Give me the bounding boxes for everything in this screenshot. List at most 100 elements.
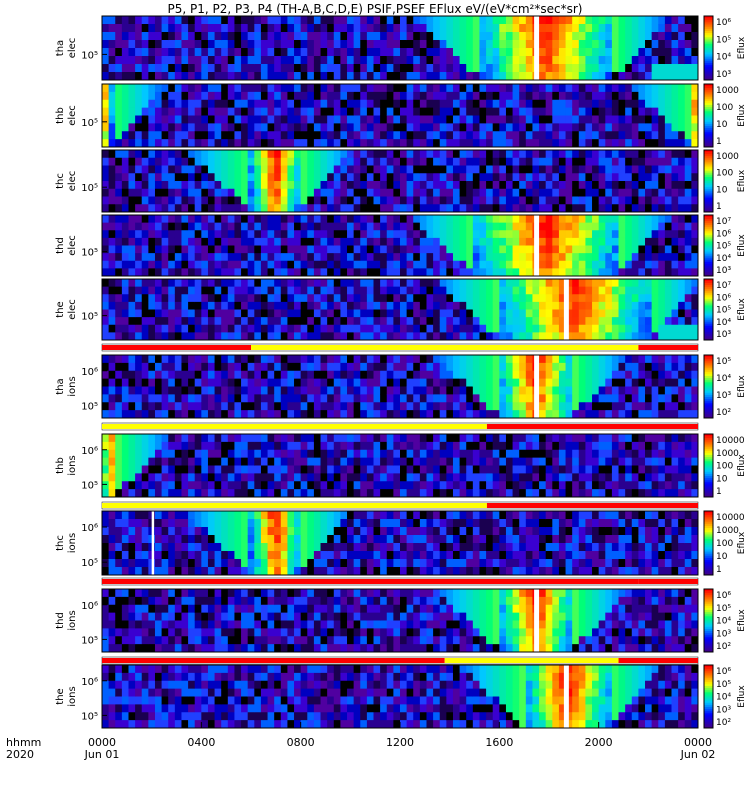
thb-elec-cell	[612, 131, 619, 139]
thb-ions-cell	[175, 458, 182, 466]
thc-elec-cell	[215, 158, 222, 166]
thd-elec-cell	[122, 261, 129, 269]
the-elec-cell	[585, 294, 592, 302]
thc-elec-cell	[281, 189, 288, 197]
thc-elec-cell	[433, 181, 440, 189]
the-elec-gap	[564, 279, 569, 340]
thb-elec-cell	[281, 123, 288, 131]
thb-elec-cell	[168, 92, 175, 100]
thc-elec-cell	[466, 197, 473, 205]
thc-elec-cell	[672, 197, 679, 205]
thc-elec-cell	[347, 173, 354, 181]
thb-elec-cell	[532, 92, 539, 100]
tha-ions-cell	[473, 402, 480, 410]
the-elec-cell	[658, 325, 665, 333]
tha-ions-cell	[479, 371, 486, 379]
thb-elec-cell	[155, 92, 162, 100]
thd-elec-cell	[234, 261, 241, 269]
thd-elec-cell	[407, 261, 414, 269]
thb-elec-cell	[493, 100, 500, 108]
thc-elec-cell	[566, 204, 573, 212]
tha-ions-cell	[188, 379, 195, 387]
thc-elec-cell	[354, 189, 361, 197]
thd-elec-cell	[612, 246, 619, 254]
thc-elec-cell	[321, 189, 328, 197]
tha-ions-cell	[387, 379, 394, 387]
the-elec-cell	[188, 325, 195, 333]
the-elec-cell	[374, 279, 381, 287]
tha-elec-cell	[340, 56, 347, 64]
the-elec-cell	[347, 287, 354, 295]
thb-elec-cell	[466, 84, 473, 92]
thd-elec-cell	[691, 246, 698, 254]
thc-elec-cell	[638, 173, 645, 181]
thc-elec-cell	[552, 197, 559, 205]
thb-elec-cell	[314, 108, 321, 116]
tha-elec-cell	[274, 48, 281, 56]
the-elec-cell	[360, 279, 367, 287]
tha-elec-cell	[446, 48, 453, 56]
tha-ions-cell	[466, 379, 473, 387]
the-elec-cell	[354, 287, 361, 295]
thd-elec-cell	[499, 230, 506, 238]
thc-elec-cell	[407, 189, 414, 197]
tha-ions-cell	[612, 355, 619, 363]
thd-elec-cell	[254, 215, 261, 223]
tha-elec-cell	[652, 40, 659, 48]
tha-ions-cell	[566, 371, 573, 379]
tha-elec-cell	[347, 48, 354, 56]
thb-elec-cell	[393, 131, 400, 139]
tha-ions-cell	[665, 363, 672, 371]
the-elec-cell	[625, 325, 632, 333]
thc-elec-cell	[248, 150, 255, 158]
thc-elec-cell	[453, 166, 460, 174]
tha-ions-cell	[162, 402, 169, 410]
thc-elec-cell	[287, 197, 294, 205]
thc-elec-cell	[281, 150, 288, 158]
thd-elec-cell	[579, 230, 586, 238]
thd-elec-cell	[585, 215, 592, 223]
thb-elec-cell	[162, 116, 169, 124]
thc-elec-ylabel-2: elec	[67, 171, 78, 192]
tha-elec-cell	[234, 72, 241, 80]
thd-elec-cell	[102, 215, 109, 223]
thb-ions-cell	[374, 489, 381, 497]
thb-elec-cell	[440, 92, 447, 100]
thc-elec-cell	[400, 189, 407, 197]
thc-elec-cell	[228, 173, 235, 181]
tha-ions-cell	[354, 363, 361, 371]
the-elec-cell	[539, 310, 546, 318]
thb-elec-cell	[221, 123, 228, 131]
tha-ions-cell	[128, 363, 135, 371]
thd-elec-cell	[493, 215, 500, 223]
thc-elec-cell	[638, 158, 645, 166]
tha-ions-cell	[658, 355, 665, 363]
thb-elec-cell	[493, 92, 500, 100]
thc-elec-cell	[691, 204, 698, 212]
thd-elec-cell	[228, 223, 235, 231]
the-elec-cell	[619, 279, 626, 287]
the-elec-cell	[261, 310, 268, 318]
tha-ions-cell	[691, 402, 698, 410]
tha-elec-cell	[513, 24, 520, 32]
thd-elec-cell	[400, 268, 407, 276]
thc-elec-cell	[585, 189, 592, 197]
the-elec-cell	[254, 310, 261, 318]
the-elec-cell	[605, 287, 612, 295]
thd-elec-cell	[579, 215, 586, 223]
tha-elec-cell	[453, 40, 460, 48]
tha-ions-cell	[400, 394, 407, 402]
tha-elec-cell	[599, 40, 606, 48]
the-elec-cell	[579, 325, 586, 333]
thb-elec-cell	[658, 123, 665, 131]
tha-elec-cell	[672, 48, 679, 56]
tha-ions-cell	[559, 363, 566, 371]
thc-elec-cell	[513, 150, 520, 158]
tha-ions-cell	[486, 410, 493, 418]
tha-elec-cell	[585, 56, 592, 64]
thb-ions-cell	[374, 466, 381, 474]
thb-elec-cell	[426, 108, 433, 116]
tha-ions-cell	[228, 387, 235, 395]
thc-elec-cell	[526, 173, 533, 181]
tha-ions-cell	[579, 363, 586, 371]
